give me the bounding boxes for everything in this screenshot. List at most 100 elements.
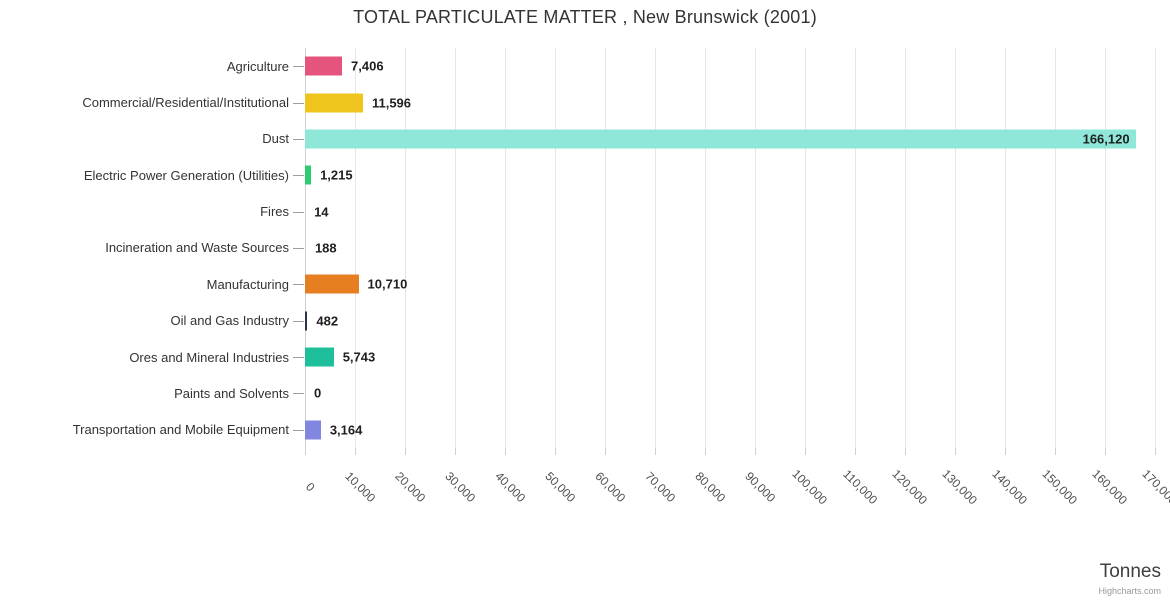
y-axis-tick — [293, 393, 304, 395]
x-axis-tick — [405, 448, 406, 455]
category-label: Commercial/Residential/Institutional — [82, 95, 289, 111]
x-axis-tick-label-text: 100,000 — [789, 466, 831, 508]
table-row: Oil and Gas Industry 482 — [0, 303, 1170, 339]
y-axis-tick — [293, 211, 304, 213]
bar-commercial-residential-institutional[interactable] — [305, 93, 363, 113]
data-label: 5,743 — [342, 349, 376, 365]
table-row: Agriculture 7,406 — [0, 48, 1170, 84]
x-gridline — [655, 48, 656, 448]
x-axis-tick — [1155, 448, 1156, 455]
bar-dust[interactable] — [305, 129, 1136, 149]
x-axis-tick — [1005, 448, 1006, 455]
y-axis-tick — [293, 102, 304, 104]
x-axis-tick — [555, 448, 556, 455]
table-row: Paints and Solvents 0 — [0, 375, 1170, 411]
y-axis-tick — [293, 320, 304, 322]
y-axis-tick — [293, 66, 304, 68]
y-axis-tick — [293, 357, 304, 359]
x-gridline — [405, 48, 406, 448]
x-gridline — [905, 48, 906, 448]
category-label: Transportation and Mobile Equipment — [72, 422, 289, 438]
x-axis-tick-label-text: 150,000 — [1039, 466, 1081, 508]
x-axis-tick-label-text: 60,000 — [592, 469, 628, 505]
x-axis-tick-label-text: 110,000 — [840, 467, 880, 507]
x-axis-tick-label-text: 170,000 — [1139, 466, 1170, 508]
category-label: Oil and Gas Industry — [170, 313, 290, 329]
category-label: Ores and Mineral Industries — [129, 349, 289, 365]
x-gridline — [755, 48, 756, 448]
x-axis-tick — [905, 448, 906, 455]
x-gridline — [1155, 48, 1156, 448]
table-row: Manufacturing 10,710 — [0, 266, 1170, 302]
category-label: Incineration and Waste Sources — [105, 240, 289, 256]
x-axis-tick-label-text: 80,000 — [692, 469, 728, 505]
x-axis-tick — [1105, 448, 1106, 455]
bar-oil-and-gas-industry[interactable] — [305, 311, 308, 331]
x-axis-tick-label-text: 10,000 — [342, 469, 378, 505]
category-label: Paints and Solvents — [174, 385, 289, 401]
x-axis-title: Tonnes — [1099, 561, 1161, 582]
data-label: 14 — [314, 204, 329, 220]
table-row: Ores and Mineral Industries 5,743 — [0, 339, 1170, 375]
data-label: 11,596 — [371, 95, 412, 111]
category-label: Dust — [262, 131, 289, 147]
data-label: 166,120 — [1082, 131, 1130, 147]
table-row: Transportation and Mobile Equipment 3,164 — [0, 412, 1170, 448]
x-axis-tick-label-text: 90,000 — [742, 469, 778, 505]
y-axis-tick — [293, 175, 304, 177]
x-axis-tick — [355, 448, 356, 455]
y-axis-tick — [293, 247, 304, 249]
data-label: 3,164 — [329, 422, 363, 438]
category-label: Fires — [260, 204, 289, 220]
x-axis-tick-label-text: 140,000 — [989, 466, 1031, 508]
category-label: Electric Power Generation (Utilities) — [83, 167, 289, 183]
x-axis-tick-label-text: 50,000 — [542, 469, 578, 505]
x-axis-tick-label-text: 160,000 — [1089, 466, 1131, 508]
data-label: 188 — [314, 240, 337, 256]
table-row: Incineration and Waste Sources 188 — [0, 230, 1170, 266]
x-axis-tick-label-text: 20,000 — [392, 469, 428, 505]
x-gridline — [605, 48, 606, 448]
table-row: Fires 14 — [0, 193, 1170, 229]
x-gridline — [805, 48, 806, 448]
table-row: Dust 166,120 — [0, 121, 1170, 157]
x-axis-tick — [505, 448, 506, 455]
x-axis-tick — [705, 448, 706, 455]
bar-electric-power-generation-utilities[interactable] — [305, 165, 312, 185]
x-axis-tick-label-text: 130,000 — [939, 466, 981, 508]
bar-manufacturing[interactable] — [305, 274, 359, 294]
x-gridline — [1105, 48, 1106, 448]
x-axis-tick-label-text: 120,000 — [889, 466, 931, 508]
x-axis-tick — [955, 448, 956, 455]
bar-transportation-and-mobile-equipment[interactable] — [305, 420, 321, 440]
data-label: 482 — [316, 313, 339, 329]
chart-title: TOTAL PARTICULATE MATTER , New Brunswick… — [353, 7, 817, 27]
x-axis-tick — [605, 448, 606, 455]
data-label: 0 — [314, 385, 322, 401]
x-axis-tick — [655, 448, 656, 455]
x-gridline — [505, 48, 506, 448]
x-axis-tick — [805, 448, 806, 455]
bar-agriculture[interactable] — [305, 56, 343, 76]
x-axis-tick — [1055, 448, 1056, 455]
x-axis-tick — [755, 448, 756, 455]
x-gridline — [1055, 48, 1056, 448]
category-label: Agriculture — [226, 58, 289, 74]
x-axis-tick-label-text: 0 — [302, 479, 318, 495]
highcharts-credit-link[interactable]: Highcharts.com — [1098, 586, 1161, 596]
table-row: Electric Power Generation (Utilities) 1,2… — [0, 157, 1170, 193]
y-axis-tick — [293, 284, 304, 286]
category-label: Manufacturing — [206, 276, 289, 292]
x-gridline — [1005, 48, 1006, 448]
x-gridline — [455, 48, 456, 448]
x-gridline — [705, 48, 706, 448]
y-axis-tick — [293, 138, 304, 140]
table-row: Commercial/Residential/Institutional 11,5… — [0, 84, 1170, 120]
bar-ores-and-mineral-industries[interactable] — [305, 347, 334, 367]
data-label: 10,710 — [367, 276, 408, 292]
x-gridline — [355, 48, 356, 448]
y-axis-tick — [293, 429, 304, 431]
x-axis-tick-label-text: 30,000 — [442, 469, 478, 505]
y-axis-line — [305, 48, 306, 448]
